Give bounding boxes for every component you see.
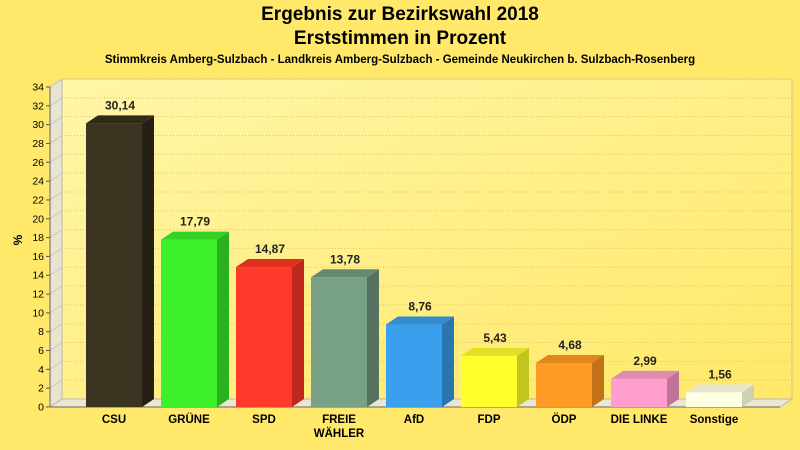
bar-top xyxy=(536,354,604,363)
y-tick-label: 4 xyxy=(38,364,44,376)
bar-top xyxy=(86,115,154,124)
y-tick-label: 20 xyxy=(32,213,44,225)
bar-die-linke xyxy=(611,370,679,407)
bar-sonstige xyxy=(686,384,754,407)
gridline-side xyxy=(49,360,63,370)
bar-afd xyxy=(386,316,454,407)
data-label: 30,14 xyxy=(105,98,135,112)
x-tick-label: SPD xyxy=(252,414,276,426)
bar-top xyxy=(386,316,454,325)
x-tick-label: DIE LINKE xyxy=(611,414,668,426)
bar-front xyxy=(686,392,742,407)
y-axis-label: % xyxy=(11,234,25,245)
bar-front xyxy=(536,362,592,407)
gridline-side xyxy=(49,285,63,295)
y-tick-label: 26 xyxy=(32,157,44,169)
y-tick-label: 28 xyxy=(32,138,44,150)
gridline-side xyxy=(49,153,63,163)
bar-side xyxy=(367,269,379,407)
data-label: 5,43 xyxy=(483,331,507,345)
y-tick-label: 24 xyxy=(32,176,44,188)
left-wall xyxy=(49,78,63,408)
data-label: 4,68 xyxy=(558,338,582,352)
gridline-side xyxy=(49,266,63,276)
bar-side xyxy=(217,231,229,407)
chart-subtitle: Erststimmen in Prozent xyxy=(293,28,507,49)
bar-side xyxy=(742,384,754,407)
gridline-side xyxy=(49,210,63,220)
y-tick-label: 10 xyxy=(32,307,44,319)
data-label: 14,87 xyxy=(255,242,285,256)
gridline-side xyxy=(49,247,63,257)
gridline-side xyxy=(49,172,63,182)
bar-side xyxy=(667,370,679,407)
y-tick-label: 6 xyxy=(38,345,44,357)
gridline-side xyxy=(49,323,63,333)
data-label: 17,79 xyxy=(180,215,210,229)
x-tick-label: ÖDP xyxy=(552,413,577,426)
gridline-side xyxy=(49,304,63,314)
bar-ödp xyxy=(536,354,604,407)
bar-top xyxy=(611,370,679,379)
y-tick-label: 16 xyxy=(32,251,44,263)
y-tick-label: 2 xyxy=(38,383,44,395)
bar-front xyxy=(236,267,292,407)
bar-side xyxy=(442,316,454,407)
gridline-side xyxy=(49,78,63,88)
y-tick-label: 14 xyxy=(32,270,44,282)
chart-caption: Stimmkreis Amberg-Sulzbach - Landkreis A… xyxy=(104,54,696,66)
bar-front xyxy=(386,324,442,407)
x-tick-label: AfD xyxy=(404,414,424,426)
bar-side xyxy=(517,347,529,407)
bar-fdp xyxy=(461,347,529,407)
bar-spd xyxy=(236,259,304,407)
gridline-side xyxy=(49,135,63,144)
bar-top xyxy=(236,259,304,268)
gridline-side xyxy=(49,191,63,201)
bar-side xyxy=(592,354,604,407)
bar-front xyxy=(86,123,142,408)
x-tick-label: FREIE WÄHLER xyxy=(314,414,365,440)
y-tick-label: 18 xyxy=(32,232,44,244)
bar-front xyxy=(611,378,667,407)
gridline-side xyxy=(49,116,63,126)
data-label: 2,99 xyxy=(633,354,657,368)
gridline-side xyxy=(49,342,63,351)
x-tick-label: CSU xyxy=(102,414,126,426)
bar-side xyxy=(142,115,154,408)
gridline-side xyxy=(49,97,63,107)
y-tick-label: 8 xyxy=(38,326,44,338)
bar-front xyxy=(461,355,517,407)
gridline-side xyxy=(49,229,63,239)
y-tick-label: 34 xyxy=(32,82,44,94)
x-tick-label: FDP xyxy=(478,414,501,426)
bar-freie-wähler xyxy=(311,269,379,407)
bar-top xyxy=(311,269,379,278)
y-tick-label: 22 xyxy=(32,194,44,206)
gridline-side xyxy=(49,379,63,389)
bar-side xyxy=(292,259,304,407)
y-tick-label: 0 xyxy=(38,402,44,414)
bar-front xyxy=(161,239,217,407)
data-label: 13,78 xyxy=(330,252,360,266)
chart-title: Ergebnis zur Bezirkswahl 2018 xyxy=(261,4,539,25)
bar-top xyxy=(161,231,229,240)
y-tick-label: 30 xyxy=(32,119,44,131)
bar-csu xyxy=(86,115,154,408)
x-tick-label: Sonstige xyxy=(690,414,739,426)
bar-top xyxy=(686,384,754,393)
data-label: 8,76 xyxy=(408,300,432,314)
data-label: 1,56 xyxy=(708,367,732,381)
y-tick-label: 12 xyxy=(32,289,44,301)
x-tick-label: GRÜNE xyxy=(168,413,210,426)
bar-front xyxy=(311,277,367,407)
bar-grüne xyxy=(161,231,229,407)
y-tick-label: 32 xyxy=(32,100,44,112)
bar-top xyxy=(461,347,529,356)
